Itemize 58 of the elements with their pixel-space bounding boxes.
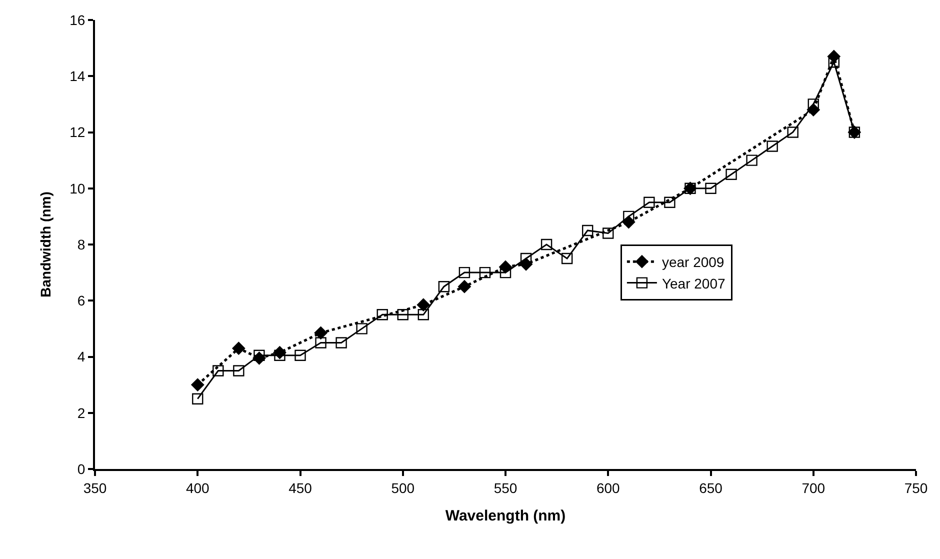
x-axis-title: Wavelength (nm) — [445, 507, 566, 524]
y-tick-label: 8 — [77, 236, 86, 252]
point — [232, 342, 246, 355]
point — [314, 326, 328, 340]
point — [416, 298, 430, 312]
point — [828, 56, 840, 68]
point — [602, 228, 614, 239]
point — [294, 350, 306, 361]
point — [274, 350, 286, 361]
point — [726, 168, 737, 180]
legend-label: year 2009 — [662, 254, 724, 270]
point — [254, 350, 265, 361]
point — [787, 126, 798, 138]
point — [336, 337, 347, 348]
y-tick-label: 16 — [70, 12, 86, 28]
x-tick-label: 550 — [494, 480, 518, 496]
point — [458, 280, 471, 294]
y-tick-label: 4 — [77, 348, 86, 365]
x-tick-label: 600 — [596, 480, 620, 496]
point — [458, 266, 470, 278]
x-tick-label: 750 — [904, 480, 928, 496]
x-tick-label: 350 — [83, 480, 107, 496]
point — [397, 309, 408, 320]
point — [418, 309, 429, 320]
y-tick-label: 14 — [70, 68, 86, 84]
point — [315, 337, 326, 348]
point — [376, 309, 388, 320]
y-tick-label: 6 — [77, 292, 86, 309]
point — [500, 266, 512, 278]
point — [540, 238, 552, 250]
point — [356, 323, 368, 334]
point — [705, 182, 716, 194]
point — [561, 252, 573, 264]
point — [438, 280, 450, 292]
y-tick-label: 0 — [77, 460, 86, 477]
y-tick-label: 2 — [77, 404, 86, 421]
point — [623, 210, 634, 222]
point — [582, 224, 594, 236]
y-axis-title: Bandwidth (nm) — [38, 192, 54, 298]
point — [644, 196, 655, 208]
y-tick-label: 12 — [70, 124, 86, 140]
y-tick-label: 10 — [70, 180, 86, 196]
point — [192, 393, 204, 404]
legend-label: Year 2007 — [662, 275, 726, 292]
point — [766, 140, 778, 152]
point — [520, 252, 532, 264]
x-tick-label: 700 — [802, 480, 826, 496]
point — [191, 378, 204, 392]
x-tick-label: 650 — [699, 480, 723, 496]
point — [664, 196, 676, 208]
x-tick-label: 450 — [288, 480, 312, 496]
point — [212, 365, 224, 376]
x-tick-label: 400 — [186, 480, 210, 496]
x-tick-label: 500 — [391, 480, 415, 496]
point — [746, 154, 758, 166]
point — [808, 98, 819, 110]
point — [233, 365, 244, 376]
point — [479, 266, 491, 278]
